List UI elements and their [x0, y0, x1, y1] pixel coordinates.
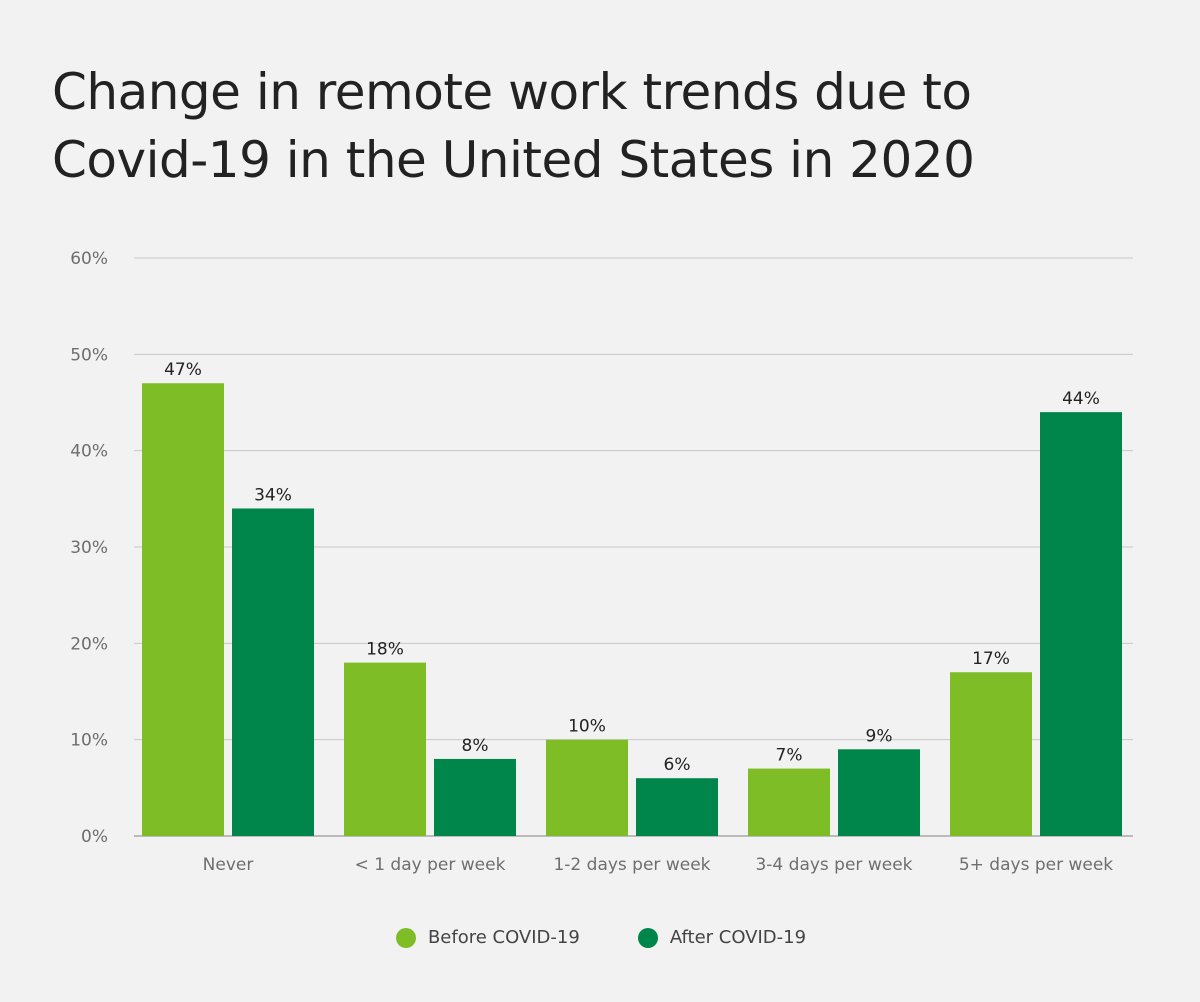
y-tick-label-0: 0%	[81, 827, 108, 847]
bar-after-3	[838, 749, 920, 836]
x-tick-label-0: Never	[203, 855, 254, 875]
chart-legend: Before COVID-19 After COVID-19	[0, 927, 1200, 948]
bar-after-4	[1040, 412, 1122, 836]
chart-title-line-2: Covid-19 in the United States in 2020	[52, 131, 975, 189]
x-tick-label-2: 1-2 days per week	[553, 855, 710, 875]
bar-after-0	[232, 508, 314, 836]
bar-after-2	[636, 778, 718, 836]
data-label-before-0: 47%	[164, 360, 202, 380]
y-tick-label-20: 20%	[70, 634, 108, 654]
legend-label-after: After COVID-19	[669, 927, 807, 948]
x-tick-label-4: 5+ days per week	[959, 855, 1113, 875]
legend-item-after: After COVID-19	[636, 927, 806, 948]
bar-before-3	[748, 768, 830, 836]
x-tick-label-1: < 1 day per week	[355, 855, 506, 875]
bar-before-0	[142, 383, 224, 836]
legend-label-before: Before COVID-19	[427, 927, 580, 948]
data-label-after-1: 8%	[462, 736, 489, 756]
y-tick-label-30: 30%	[70, 538, 108, 558]
data-label-after-0: 34%	[254, 485, 292, 505]
y-tick-label-10: 10%	[70, 731, 108, 751]
bar-after-1	[434, 758, 516, 836]
chart-title-line-1: Change in remote work trends due to	[52, 63, 972, 121]
chart-title: Change in remote work trends due to Covi…	[52, 58, 1052, 194]
x-tick-label-3: 3-4 days per week	[755, 855, 912, 875]
y-tick-label-40: 40%	[70, 442, 108, 462]
legend-swatch-after	[637, 927, 658, 948]
data-label-after-4: 44%	[1062, 389, 1100, 409]
y-tick-label-50: 50%	[70, 345, 108, 365]
data-label-before-4: 17%	[972, 649, 1010, 669]
data-label-after-2: 6%	[664, 755, 691, 775]
legend-swatch-before	[395, 927, 416, 948]
bar-before-1	[344, 662, 426, 836]
y-tick-label-60: 60%	[70, 249, 108, 269]
data-label-after-3: 9%	[866, 726, 893, 746]
bar-before-2	[546, 739, 628, 836]
legend-item-before: Before COVID-19	[394, 927, 580, 948]
data-label-before-3: 7%	[776, 746, 803, 766]
data-label-before-1: 18%	[366, 640, 404, 660]
data-label-before-2: 10%	[568, 717, 606, 737]
bar-before-4	[950, 672, 1032, 836]
